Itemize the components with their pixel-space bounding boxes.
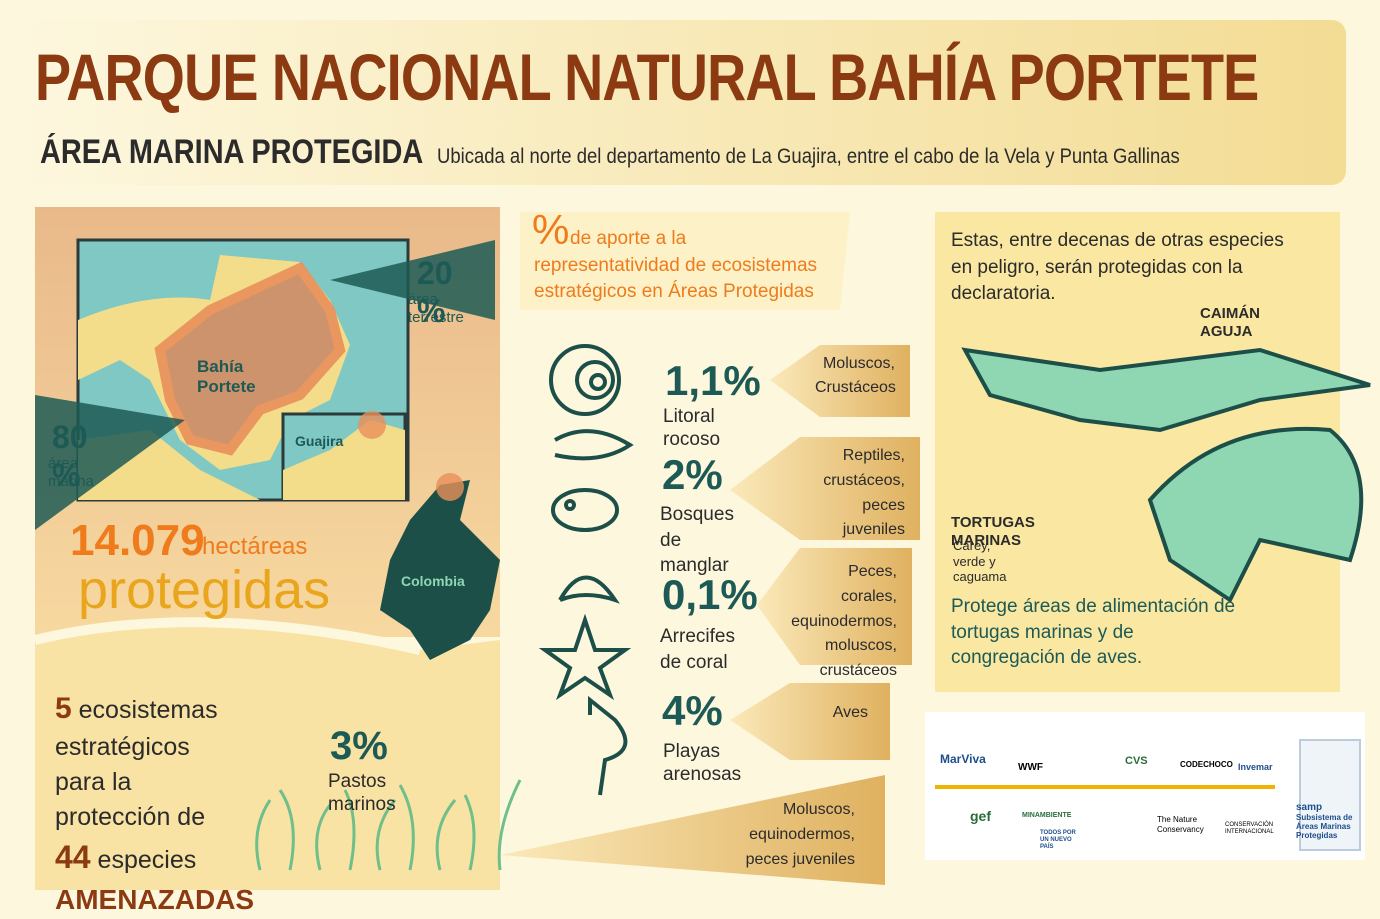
ecosystem-percent: 2% — [662, 451, 723, 498]
ecosystem-count: 5 — [55, 692, 72, 725]
seagrass-species: Moluscos, equinodermos, peces juveniles — [745, 801, 855, 868]
logo: MINAMBIENTE — [1022, 812, 1072, 819]
country-label: Colombia — [401, 573, 465, 589]
species-note: Protege áreas de alimentación de tortuga… — [951, 596, 1236, 669]
marine-label: área marina — [48, 455, 94, 490]
ecosystem-species: Reptiles, crustáceos, peces juveniles — [823, 447, 905, 539]
place-label: Bahía Portete — [197, 357, 256, 397]
ecosystem-species: Moluscos, Crustáceos — [815, 355, 896, 396]
background-art — [20, 20, 1371, 890]
turtles-detail: Carey, verde y caguama — [953, 538, 1007, 585]
logo: CVS — [1125, 755, 1148, 767]
logo: gef — [970, 808, 991, 824]
summary-text: ecosistemas estratégicos para la protecc… — [55, 696, 218, 831]
summary: 5 ecosistemas estratégicos para la prote… — [55, 688, 254, 919]
turtles-label: TORTUGAS MARINAS — [951, 514, 1035, 549]
species-word: especies — [97, 846, 197, 874]
logo: WWF — [1018, 762, 1043, 773]
description: Ubicada al norte del departamento de La … — [437, 145, 1180, 168]
logo: MarViva — [940, 752, 986, 766]
ecosystem-percent: 0,1% — [662, 571, 758, 618]
area-word: protegidas — [78, 560, 331, 620]
ecosystem-species: Aves — [832, 704, 868, 721]
marine-percent: 80 % — [52, 419, 88, 494]
subtitle: ÁREA MARINA PROTEGIDA — [40, 133, 424, 171]
species-intro: Estas, entre decenas de otras especies e… — [951, 230, 1284, 305]
logo: CODECHOCO — [1180, 760, 1233, 769]
logo: CONSERVACIÓN INTERNACIONAL — [1225, 822, 1274, 836]
terrestrial-label: área terrestre — [408, 291, 464, 326]
caiman-label: CAIMÁN AGUJA — [1200, 305, 1260, 340]
title: PARQUE NACIONAL NATURAL BAHÍA PORTETE — [35, 40, 1259, 114]
ecosystem-species: Peces, corales, equinodermos, moluscos, … — [791, 563, 897, 680]
page: PARQUE NACIONAL NATURAL BAHÍA PORTETE ÁR… — [20, 20, 1371, 915]
ecosystem-name: Litoral rocoso — [663, 406, 721, 450]
seagrass-percent: 3% — [330, 724, 388, 768]
region-label: Guajira — [295, 433, 344, 449]
logo: The Nature Conservancy — [1157, 815, 1204, 834]
logo: Subsistema de Áreas Marinas Protegidas — [1296, 813, 1353, 840]
seagrass-name: Pastos marinos — [328, 771, 396, 815]
ecosystem-name: Playas arenosas — [663, 741, 742, 785]
terrestrial-percent: 20 % — [417, 255, 453, 330]
species-count: 44 — [55, 839, 91, 875]
ecosystem-name: Arrecifes de coral — [660, 626, 735, 673]
area-unit: hectáreas — [202, 533, 308, 560]
area-number: 14.079 — [70, 516, 205, 565]
logo: TODOS POR UN NUEVO PAÍS — [1040, 830, 1076, 851]
contribution-title: de aporte a la representatividad de ecos… — [534, 228, 818, 303]
percent-symbol: % — [532, 206, 570, 253]
logo: Invemar — [1238, 762, 1273, 772]
ecosystem-percent: 4% — [662, 687, 723, 734]
ecosystem-name: Bosques de manglar — [660, 504, 734, 577]
threat-label: AMENAZADAS — [55, 883, 255, 915]
ecosystem-percent: 1,1% — [665, 357, 761, 404]
logo: samp — [1296, 802, 1323, 813]
